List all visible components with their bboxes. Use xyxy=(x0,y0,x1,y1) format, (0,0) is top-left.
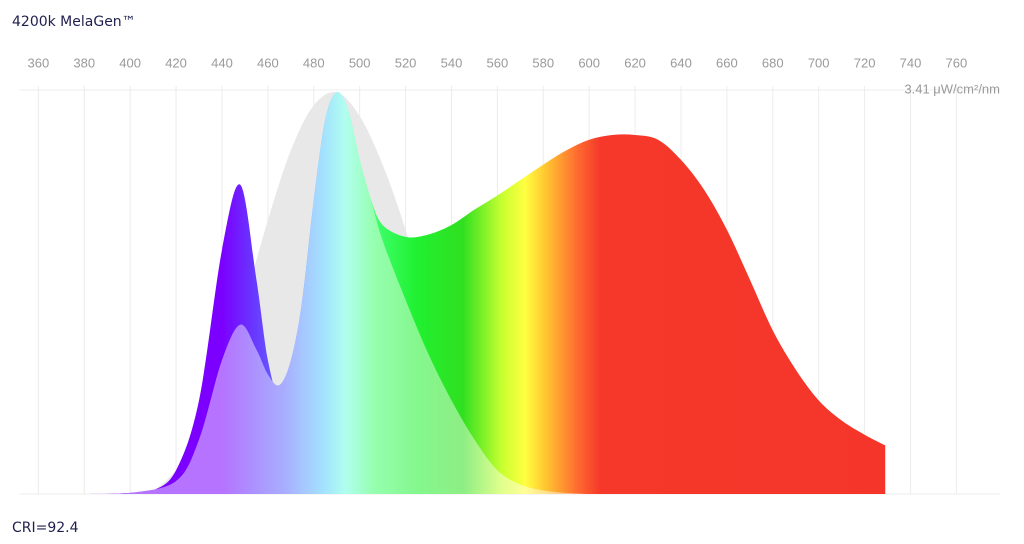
x-tick-label: 440 xyxy=(211,55,233,70)
x-tick-label: 500 xyxy=(349,55,371,70)
x-tick-label: 560 xyxy=(487,55,509,70)
x-tick-label: 760 xyxy=(946,55,968,70)
x-tick-label: 680 xyxy=(762,55,784,70)
x-tick-label: 620 xyxy=(624,55,646,70)
x-tick-label: 480 xyxy=(303,55,325,70)
x-tick-label: 640 xyxy=(670,55,692,70)
x-tick-label: 420 xyxy=(165,55,187,70)
x-tick-label: 460 xyxy=(257,55,279,70)
y-tick-label: 3.41 μW/cm²/nm xyxy=(904,81,1000,96)
x-tick-label: 580 xyxy=(532,55,554,70)
chart-title: 4200k MelaGen™ xyxy=(12,14,136,30)
x-tick-label: 520 xyxy=(395,55,417,70)
x-tick-label: 400 xyxy=(119,55,141,70)
x-tick-label: 700 xyxy=(808,55,830,70)
x-tick-label: 540 xyxy=(441,55,463,70)
x-tick-label: 720 xyxy=(854,55,876,70)
x-tick-label: 600 xyxy=(578,55,600,70)
x-tick-label: 740 xyxy=(900,55,922,70)
footer-note: CRI=92.4 xyxy=(12,520,79,536)
x-tick-label: 380 xyxy=(73,55,95,70)
spectrum-area xyxy=(84,92,590,495)
x-tick-label: 660 xyxy=(716,55,738,70)
x-tick-label: 360 xyxy=(28,55,50,70)
